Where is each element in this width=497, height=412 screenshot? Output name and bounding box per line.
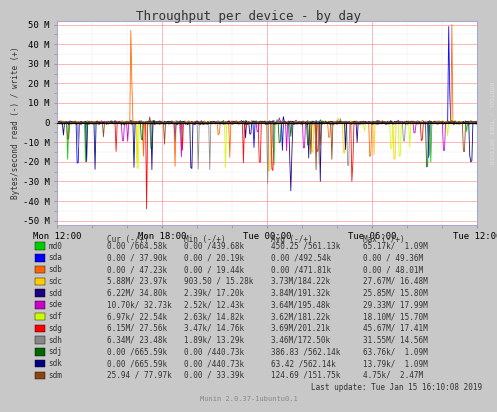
Text: 27.67M/ 16.48M: 27.67M/ 16.48M <box>363 277 427 286</box>
Text: sdh: sdh <box>49 336 63 344</box>
Text: sdk: sdk <box>49 359 63 368</box>
Text: 3.73M/184.22k: 3.73M/184.22k <box>271 277 331 286</box>
Text: 6.22M/ 34.80k: 6.22M/ 34.80k <box>107 289 167 297</box>
Text: 63.76k/  1.09M: 63.76k/ 1.09M <box>363 347 427 356</box>
Text: 0.00 / 33.39k: 0.00 / 33.39k <box>184 371 244 380</box>
Text: md0: md0 <box>49 242 63 250</box>
Text: Min (-/+): Min (-/+) <box>184 235 226 244</box>
Text: 5.88M/ 23.97k: 5.88M/ 23.97k <box>107 277 167 286</box>
Text: 3.69M/201.21k: 3.69M/201.21k <box>271 324 331 333</box>
Text: 124.69 /151.75k: 124.69 /151.75k <box>271 371 340 380</box>
Text: 31.55M/ 14.56M: 31.55M/ 14.56M <box>363 336 427 344</box>
Text: 0.00 / 19.44k: 0.00 / 19.44k <box>184 265 244 274</box>
Text: 0.00 /439.68k: 0.00 /439.68k <box>184 242 244 250</box>
Text: 0.00 / 48.01M: 0.00 / 48.01M <box>363 265 423 274</box>
Text: 2.39k/ 17.20k: 2.39k/ 17.20k <box>184 289 244 297</box>
Text: sdc: sdc <box>49 277 63 286</box>
Text: 0.00 /440.73k: 0.00 /440.73k <box>184 347 244 356</box>
Text: Cur (-/+): Cur (-/+) <box>107 235 149 244</box>
Text: 65.17k/  1.09M: 65.17k/ 1.09M <box>363 242 427 250</box>
Text: sdf: sdf <box>49 312 63 321</box>
Text: 13.79k/  1.09M: 13.79k/ 1.09M <box>363 359 427 368</box>
Text: sdd: sdd <box>49 289 63 297</box>
Text: 0.00 /492.54k: 0.00 /492.54k <box>271 253 331 262</box>
Text: 1.89k/ 13.29k: 1.89k/ 13.29k <box>184 336 244 344</box>
Text: 0.00 /665.59k: 0.00 /665.59k <box>107 359 167 368</box>
Text: 4.75k/  2.47M: 4.75k/ 2.47M <box>363 371 423 380</box>
Text: 3.47k/ 14.76k: 3.47k/ 14.76k <box>184 324 244 333</box>
Text: 25.94 / 77.97k: 25.94 / 77.97k <box>107 371 171 380</box>
Text: 29.33M/ 17.99M: 29.33M/ 17.99M <box>363 300 427 309</box>
Text: 2.52k/ 12.43k: 2.52k/ 12.43k <box>184 300 244 309</box>
Text: 18.10M/ 15.70M: 18.10M/ 15.70M <box>363 312 427 321</box>
Text: 6.34M/ 23.48k: 6.34M/ 23.48k <box>107 336 167 344</box>
Text: Throughput per device - by day: Throughput per device - by day <box>136 10 361 23</box>
Text: 2.63k/ 14.82k: 2.63k/ 14.82k <box>184 312 244 321</box>
Text: sdb: sdb <box>49 265 63 274</box>
Text: 0.00 /440.73k: 0.00 /440.73k <box>184 359 244 368</box>
Text: Avg (-/+): Avg (-/+) <box>271 235 313 244</box>
Text: 0.00 /471.81k: 0.00 /471.81k <box>271 265 331 274</box>
Text: 450.25 /561.13k: 450.25 /561.13k <box>271 242 340 250</box>
Text: 386.83 /562.14k: 386.83 /562.14k <box>271 347 340 356</box>
Text: 0.00 /664.58k: 0.00 /664.58k <box>107 242 167 250</box>
Text: sdg: sdg <box>49 324 63 333</box>
Text: 0.00 /665.59k: 0.00 /665.59k <box>107 347 167 356</box>
Text: 45.67M/ 17.41M: 45.67M/ 17.41M <box>363 324 427 333</box>
Text: 25.85M/ 15.80M: 25.85M/ 15.80M <box>363 289 427 297</box>
Text: 10.70k/ 32.73k: 10.70k/ 32.73k <box>107 300 171 309</box>
Text: sdj: sdj <box>49 347 63 356</box>
Text: sde: sde <box>49 300 63 309</box>
Text: 3.64M/195.48k: 3.64M/195.48k <box>271 300 331 309</box>
Y-axis label: Bytes/second read (-) / write (+): Bytes/second read (-) / write (+) <box>11 46 20 199</box>
Text: 903.50 / 15.28k: 903.50 / 15.28k <box>184 277 253 286</box>
Text: Last update: Tue Jan 15 16:10:08 2019: Last update: Tue Jan 15 16:10:08 2019 <box>311 383 482 391</box>
Text: 0.00 / 47.23k: 0.00 / 47.23k <box>107 265 167 274</box>
Text: 6.97k/ 22.54k: 6.97k/ 22.54k <box>107 312 167 321</box>
Text: 3.84M/191.32k: 3.84M/191.32k <box>271 289 331 297</box>
Text: sdm: sdm <box>49 371 63 380</box>
Text: sda: sda <box>49 253 63 262</box>
Text: 63.42 /562.14k: 63.42 /562.14k <box>271 359 335 368</box>
Text: 0.00 / 49.36M: 0.00 / 49.36M <box>363 253 423 262</box>
Text: 3.46M/172.50k: 3.46M/172.50k <box>271 336 331 344</box>
Text: 0.00 / 20.19k: 0.00 / 20.19k <box>184 253 244 262</box>
Text: 0.00 / 37.90k: 0.00 / 37.90k <box>107 253 167 262</box>
Text: RRDTOOL / TOBI OETIKER: RRDTOOL / TOBI OETIKER <box>489 82 494 165</box>
Text: Munin 2.0.37-1ubuntu0.1: Munin 2.0.37-1ubuntu0.1 <box>200 396 297 402</box>
Text: 3.62M/181.22k: 3.62M/181.22k <box>271 312 331 321</box>
Text: 6.15M/ 27.56k: 6.15M/ 27.56k <box>107 324 167 333</box>
Text: Max (-/+): Max (-/+) <box>363 235 405 244</box>
